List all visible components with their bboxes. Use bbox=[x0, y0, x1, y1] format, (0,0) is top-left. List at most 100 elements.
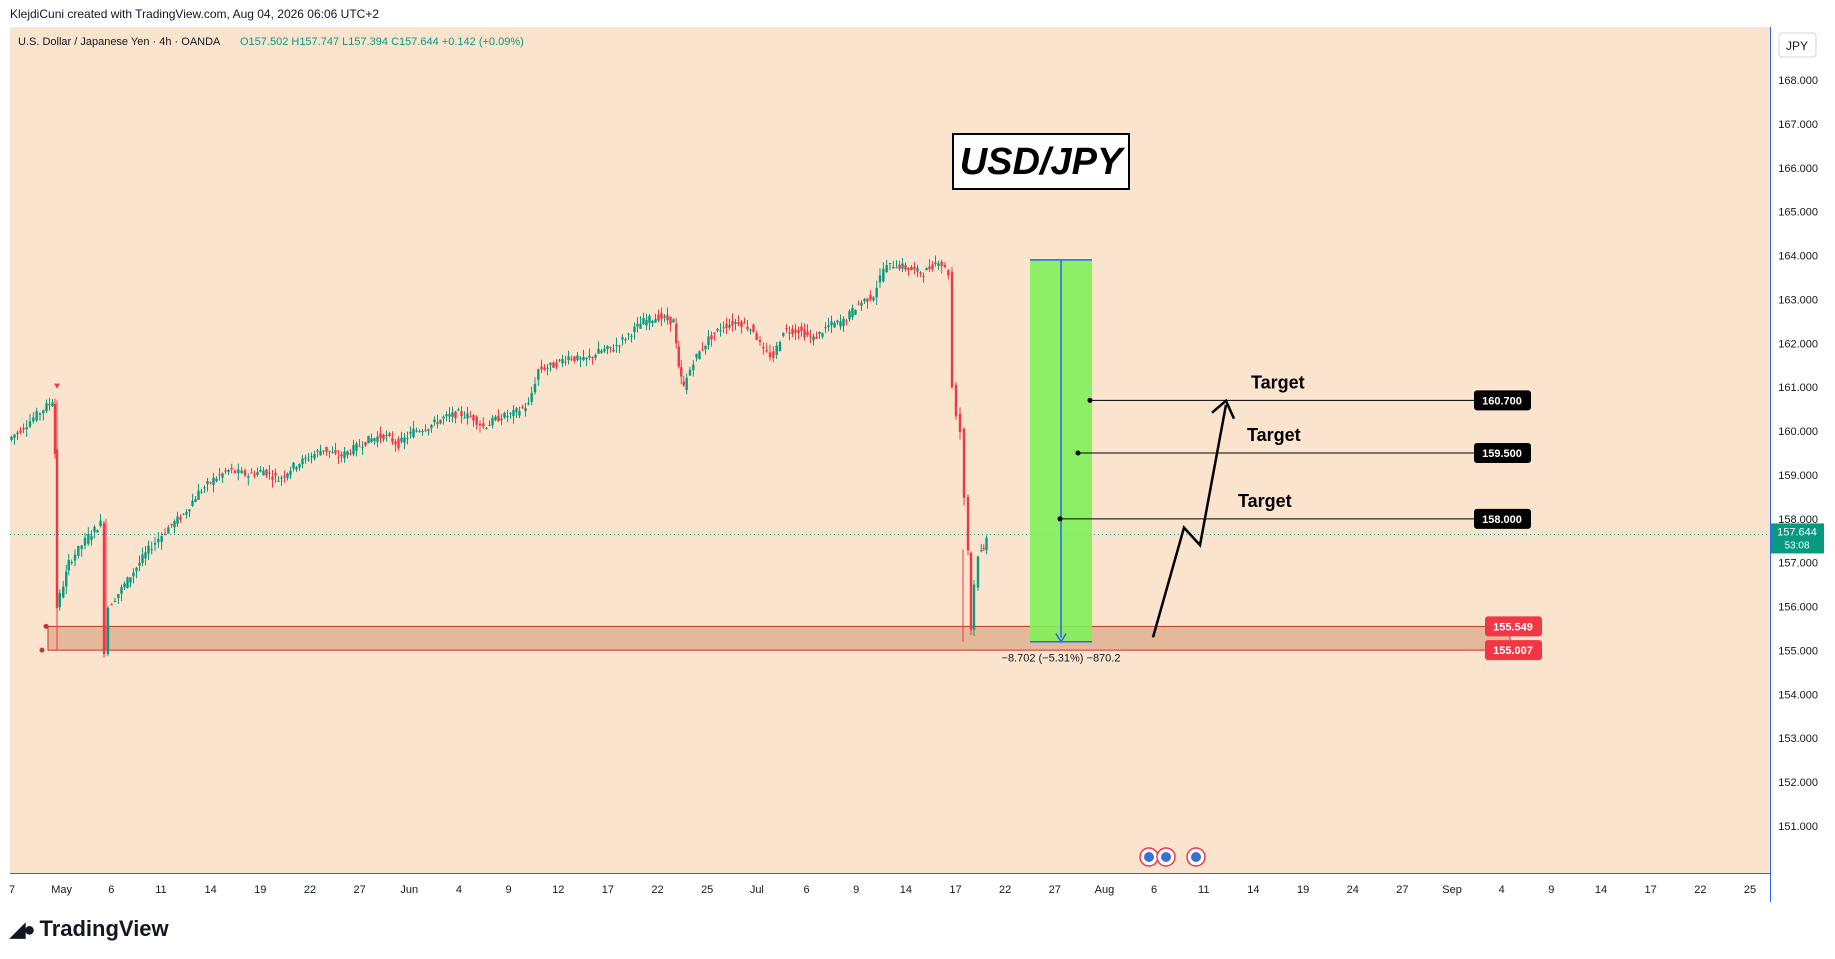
time-tick-label: Jul bbox=[750, 884, 764, 896]
candle-body bbox=[570, 358, 573, 360]
candle-body bbox=[734, 321, 737, 324]
candle-body bbox=[901, 263, 904, 269]
candle-body bbox=[25, 427, 28, 430]
footer bbox=[0, 902, 1835, 959]
candle-body bbox=[609, 346, 612, 348]
target-label: Target bbox=[1247, 425, 1301, 445]
candle-body bbox=[672, 319, 675, 323]
candle-body bbox=[737, 322, 740, 325]
candle-body bbox=[406, 437, 409, 439]
price-tick-label: 167.000 bbox=[1778, 119, 1818, 131]
candle-body bbox=[83, 537, 87, 546]
price-tick-label: 159.000 bbox=[1778, 470, 1818, 482]
candle-body bbox=[731, 320, 734, 326]
candle-body bbox=[892, 266, 895, 269]
title-box[interactable]: USD/JPY bbox=[952, 133, 1130, 190]
candle-body bbox=[316, 450, 319, 452]
candle-body bbox=[710, 335, 713, 340]
candle-body bbox=[591, 357, 594, 359]
candle-body bbox=[433, 419, 436, 423]
flag-icon bbox=[1191, 852, 1201, 862]
candle-body bbox=[579, 358, 582, 360]
last-price-value: 157.644 bbox=[1777, 526, 1817, 538]
candle-body bbox=[916, 267, 919, 272]
candle-body bbox=[99, 520, 102, 527]
candle-body bbox=[707, 336, 710, 346]
tradingview-logo-icon: ◢● bbox=[10, 918, 36, 941]
price-tick-label: 157.000 bbox=[1778, 558, 1818, 570]
time-tick-label: 4 bbox=[1499, 884, 1505, 896]
projection-path[interactable] bbox=[1151, 404, 1228, 638]
candle-body bbox=[582, 357, 585, 361]
time-tick-label: Jun bbox=[400, 884, 418, 896]
candle-body bbox=[895, 267, 898, 269]
candle-body bbox=[160, 535, 163, 543]
tradingview-logo[interactable]: ◢● TradingView bbox=[10, 916, 169, 942]
zone-price-label: 155.007 bbox=[1493, 645, 1533, 657]
candle-body bbox=[934, 262, 937, 264]
candle-body bbox=[179, 517, 182, 520]
candle-body bbox=[451, 412, 454, 417]
candle-body bbox=[704, 345, 707, 350]
time-tick-label: 6 bbox=[108, 884, 114, 896]
flag-icon bbox=[1161, 852, 1171, 862]
candle-body bbox=[821, 333, 824, 337]
time-axis[interactable] bbox=[10, 873, 1770, 903]
ohlc-values: O157.502 H157.747 L157.394 C157.644 +0.1… bbox=[240, 36, 524, 48]
candle-body bbox=[692, 364, 695, 371]
candle-body bbox=[150, 549, 153, 551]
candle-body bbox=[809, 335, 812, 337]
candle-body bbox=[268, 472, 271, 474]
price-tick-label: 164.000 bbox=[1778, 251, 1818, 263]
candle-body bbox=[863, 299, 866, 302]
candle-body bbox=[430, 424, 433, 429]
candle-body bbox=[833, 322, 836, 328]
candle-body bbox=[35, 411, 38, 421]
candle-body bbox=[391, 437, 394, 443]
support-zone[interactable] bbox=[47, 625, 1511, 651]
candle-body bbox=[962, 428, 966, 498]
candle-body bbox=[758, 339, 762, 342]
symbol-info: U.S. Dollar / Japanese Yen · 4h · OANDA bbox=[18, 36, 221, 48]
candle-body bbox=[418, 431, 421, 433]
candle-body bbox=[775, 345, 778, 355]
time-tick-label: 25 bbox=[1744, 884, 1756, 896]
candle-body bbox=[794, 329, 797, 333]
time-tick-label: 19 bbox=[1297, 884, 1309, 896]
candle-body bbox=[243, 470, 247, 476]
candle-body bbox=[494, 416, 497, 421]
candle-body bbox=[106, 607, 110, 654]
time-tick-label: 11 bbox=[155, 884, 166, 896]
target-price-tag bbox=[1474, 443, 1531, 463]
candle-body bbox=[845, 320, 848, 322]
price-tick-label: 162.000 bbox=[1778, 338, 1818, 350]
time-tick-label: 6 bbox=[803, 884, 809, 896]
candle-body bbox=[45, 403, 48, 412]
candle-body bbox=[283, 475, 286, 477]
currency-button[interactable]: JPY bbox=[1778, 32, 1817, 58]
candle-body bbox=[153, 543, 157, 545]
candle-body bbox=[527, 402, 530, 405]
candle-body bbox=[93, 526, 96, 532]
candle-body bbox=[872, 297, 875, 301]
candle-body bbox=[367, 435, 370, 444]
price-axis[interactable] bbox=[1770, 27, 1826, 902]
candle-body bbox=[328, 450, 331, 452]
candle-body bbox=[937, 263, 940, 266]
candle-body bbox=[633, 326, 636, 333]
candle-body bbox=[157, 539, 160, 543]
candle-body bbox=[651, 320, 654, 323]
candle-body bbox=[96, 530, 99, 533]
candle-body bbox=[669, 316, 672, 325]
candle-body bbox=[752, 324, 755, 332]
flag-icon bbox=[1144, 852, 1154, 862]
candle-body bbox=[512, 410, 515, 417]
candle-body bbox=[947, 270, 950, 276]
candle-body bbox=[421, 431, 424, 433]
candle-body bbox=[564, 361, 567, 363]
candle-body bbox=[212, 477, 215, 485]
candle-body bbox=[743, 322, 746, 324]
time-tick-label: 9 bbox=[1548, 884, 1554, 896]
chart-area[interactable] bbox=[10, 27, 1770, 902]
